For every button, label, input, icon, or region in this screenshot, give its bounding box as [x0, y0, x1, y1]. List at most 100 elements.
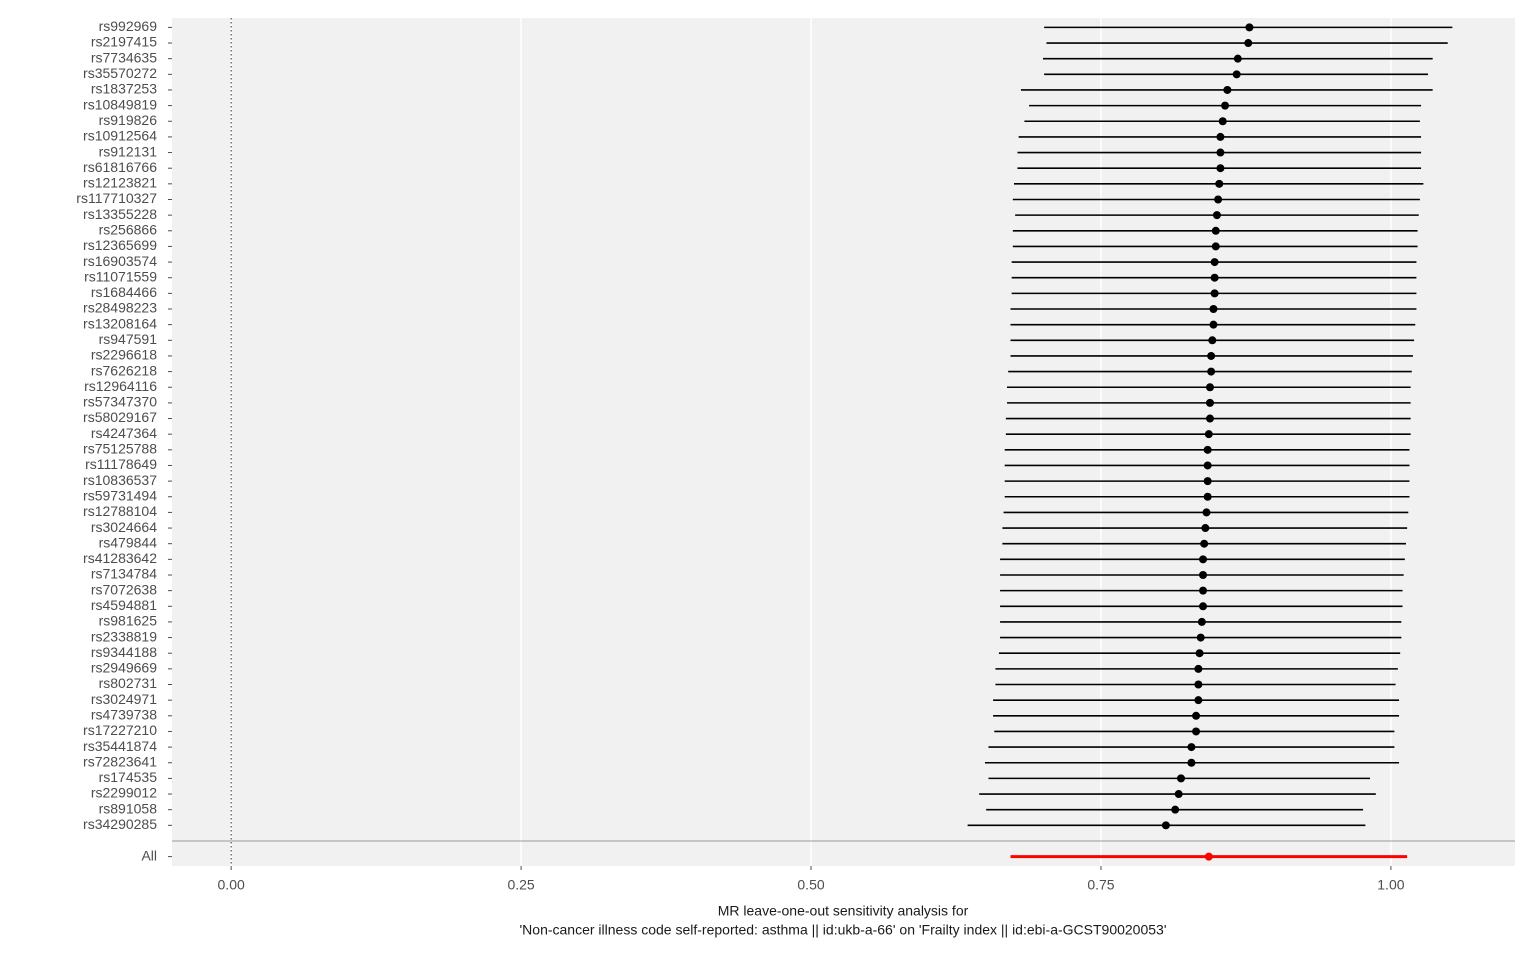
y-tick-label: rs174535 — [99, 769, 158, 785]
point — [1192, 727, 1201, 736]
y-tick-label: rs10836537 — [83, 472, 157, 488]
y-tick-label: rs58029167 — [83, 409, 157, 425]
y-tick-label: rs1837253 — [91, 81, 157, 97]
y-tick-label: rs7072638 — [91, 581, 157, 597]
point — [1195, 649, 1204, 658]
point — [1244, 39, 1253, 48]
point — [1199, 555, 1208, 564]
y-tick-label: rs12123821 — [83, 175, 157, 191]
point — [1204, 430, 1213, 439]
y-tick-label: rs919826 — [99, 112, 158, 128]
y-tick-label: rs4594881 — [91, 597, 157, 613]
x-tick-label: 0.50 — [797, 877, 824, 893]
y-tick-label: rs2296618 — [91, 347, 157, 363]
point — [1199, 570, 1208, 579]
y-tick-label: rs13208164 — [83, 315, 157, 331]
y-tick-label: rs12365699 — [83, 237, 157, 253]
y-tick-label: rs9344188 — [91, 644, 157, 660]
x-axis-title: MR leave-one-out sensitivity analysis fo… — [718, 903, 969, 919]
x-tick-label: 0.25 — [507, 877, 534, 893]
y-tick-label: rs11071559 — [84, 268, 157, 284]
point — [1216, 164, 1225, 173]
point — [1215, 179, 1224, 188]
y-tick-label: rs992969 — [99, 18, 158, 34]
y-tick-label: rs4247364 — [91, 425, 157, 441]
y-tick-label: rs2299012 — [91, 785, 157, 801]
y-tick-label: All — [141, 847, 157, 863]
y-tick-label: rs1684466 — [91, 284, 157, 300]
point — [1194, 696, 1203, 705]
y-tick-label: rs256866 — [99, 221, 158, 237]
y-tick-label: rs57347370 — [83, 394, 157, 410]
y-tick-label: rs2949669 — [91, 660, 157, 676]
point — [1187, 743, 1196, 752]
point — [1197, 617, 1206, 626]
point — [1204, 852, 1213, 861]
x-tick-label: 1.00 — [1377, 877, 1404, 893]
point — [1176, 774, 1185, 783]
y-tick-label: rs7734635 — [91, 49, 157, 65]
y-tick-label: rs59731494 — [83, 487, 157, 503]
point — [1210, 289, 1219, 298]
point — [1187, 758, 1196, 767]
point — [1194, 680, 1203, 689]
y-tick-label: rs13355228 — [83, 206, 157, 222]
point — [1203, 445, 1212, 454]
y-tick-label: rs4739738 — [91, 707, 157, 723]
point — [1205, 398, 1214, 407]
point — [1203, 477, 1212, 486]
y-tick-label: rs72823641 — [83, 753, 157, 769]
point — [1203, 461, 1212, 470]
point — [1223, 85, 1232, 94]
point — [1218, 117, 1227, 126]
point — [1199, 602, 1208, 611]
y-tick-label: rs35441874 — [83, 738, 157, 754]
y-tick-label: rs912131 — [99, 143, 158, 159]
y-tick-label: rs75125788 — [83, 441, 157, 457]
point — [1232, 70, 1241, 79]
y-tick-label: rs10849819 — [83, 96, 157, 112]
point — [1214, 195, 1223, 204]
point — [1161, 821, 1170, 830]
point — [1212, 211, 1221, 220]
y-tick-label: rs11178649 — [85, 456, 157, 472]
y-tick-label: rs117710327 — [76, 190, 157, 206]
point — [1174, 790, 1183, 799]
point — [1233, 54, 1242, 63]
y-tick-label: rs2197415 — [91, 34, 157, 50]
point — [1221, 101, 1230, 110]
point — [1201, 524, 1210, 533]
y-tick-label: rs16903574 — [83, 253, 157, 269]
y-tick-label: rs61816766 — [83, 159, 157, 175]
y-tick-label: rs947591 — [99, 331, 158, 347]
point — [1192, 711, 1201, 720]
point — [1209, 320, 1218, 329]
point — [1207, 367, 1216, 376]
y-tick-label: rs12964116 — [84, 378, 157, 394]
point — [1209, 305, 1218, 314]
y-tick-label: rs7626218 — [91, 362, 157, 378]
point — [1245, 23, 1254, 32]
point — [1202, 508, 1211, 517]
point — [1210, 273, 1219, 282]
point — [1208, 336, 1217, 345]
y-tick-label: rs10912564 — [83, 128, 157, 144]
point — [1199, 586, 1208, 595]
y-tick-label: rs981625 — [99, 613, 158, 629]
y-tick-label: rs28498223 — [83, 300, 157, 316]
point — [1203, 492, 1212, 501]
point — [1171, 805, 1180, 814]
y-tick-label: rs35570272 — [83, 65, 157, 81]
point — [1196, 633, 1205, 642]
y-tick-label: rs41283642 — [83, 550, 157, 566]
point — [1200, 539, 1209, 548]
y-tick-label: rs7134784 — [91, 566, 157, 582]
point — [1205, 414, 1214, 423]
y-tick-label: rs2338819 — [91, 628, 157, 644]
point — [1216, 148, 1225, 157]
point — [1211, 226, 1220, 235]
point — [1211, 242, 1220, 251]
x-axis-title: 'Non-cancer illness code self-reported: … — [520, 922, 1167, 938]
y-tick-label: rs17227210 — [83, 722, 157, 738]
